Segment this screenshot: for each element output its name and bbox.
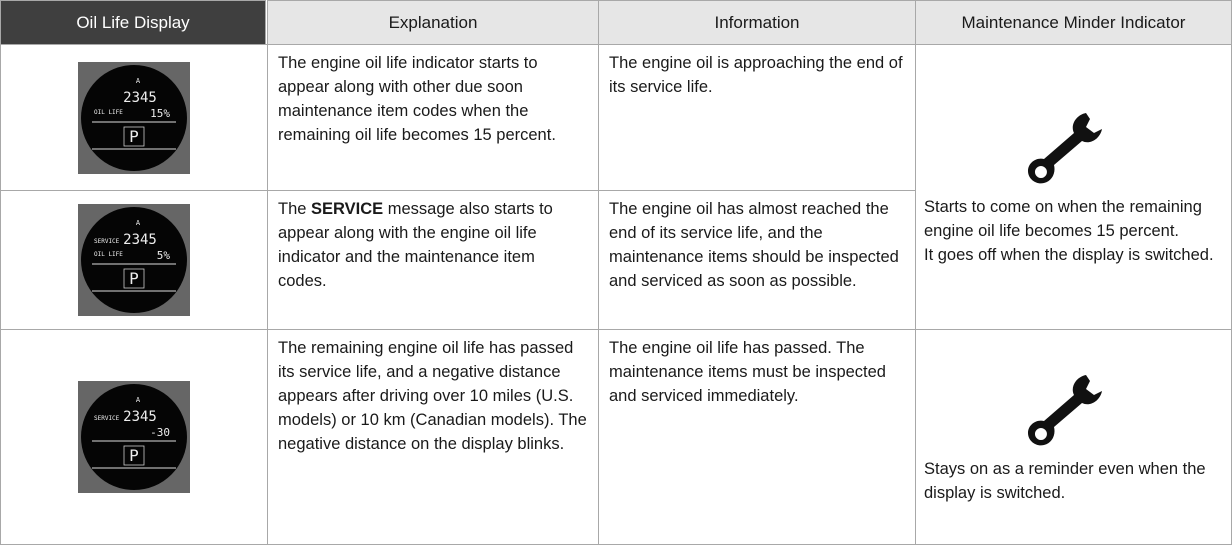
gear-box	[123, 445, 145, 466]
explanation-cell: The remaining engine oil life has passed…	[267, 329, 599, 545]
explanation-text: The engine oil life indicator starts to …	[278, 54, 556, 144]
indicator-cell: Stays on as a reminder even when the dis…	[915, 329, 1232, 545]
display-reading: -30	[150, 426, 170, 439]
explanation-cell: The engine oil life indicator starts to …	[267, 44, 599, 191]
indicator-cell: Starts to come on when the remaining eng…	[915, 44, 1232, 330]
display-indicator: A	[136, 77, 141, 85]
wrench-icon	[1028, 113, 1102, 184]
indicator-text: Stays on as a reminder even when the dis…	[924, 460, 1206, 502]
oil-life-display: A SERVICE 2345-30 P	[78, 381, 190, 493]
display-label: OIL LIFE	[94, 109, 123, 116]
wrench-icon	[1028, 375, 1102, 446]
information-cell: The engine oil has almost reached the en…	[598, 190, 916, 330]
information-cell: The engine oil is approaching the end of…	[598, 44, 916, 191]
display-odometer: 2345	[123, 90, 157, 106]
display-cell: A 2345 OIL LIFE 15% P	[0, 44, 268, 191]
header-cell: Information	[598, 0, 916, 45]
header-cell: Explanation	[267, 0, 599, 45]
display-reading: 5%	[157, 249, 171, 262]
display-dial	[81, 64, 187, 171]
indicator-text: Starts to come on when the remaining eng…	[924, 198, 1202, 240]
display-label: OIL LIFE	[94, 251, 123, 258]
display-indicator: A	[136, 219, 141, 227]
gear-box	[123, 268, 145, 289]
display-gear: P	[129, 127, 139, 146]
display-gear: P	[129, 446, 139, 465]
gear-box	[123, 126, 145, 146]
explanation-text: The remaining engine oil life has passed…	[278, 339, 587, 453]
display-odometer: 2345	[123, 409, 157, 425]
display-service: SERVICE	[94, 415, 120, 422]
header-cell: Oil Life Display	[0, 0, 266, 45]
explanation-text: SERVICE	[311, 200, 384, 218]
wrench-shape	[1028, 113, 1102, 184]
indicator-text: It goes off when the display is switched…	[924, 246, 1214, 264]
display-gear: P	[129, 269, 139, 288]
display-cell: A SERVICE 2345 -30 P	[0, 329, 268, 545]
display-service: SERVICE	[94, 238, 120, 245]
explanation-cell: The SERVICE message also starts to appea…	[267, 190, 599, 330]
explanation-text: The	[278, 200, 312, 218]
information-cell: The engine oil life has passed. The main…	[598, 329, 916, 545]
display-reading: 15%	[150, 107, 170, 120]
display-indicator: A	[136, 396, 141, 404]
display-odometer: 2345	[123, 232, 157, 248]
explanation-text: message also starts to appear along with…	[278, 200, 553, 290]
header-cell: Maintenance Minder Indicator	[915, 0, 1232, 45]
display-dial	[81, 384, 187, 490]
display-cell: A SERVICE 2345 OIL LIFE 5% P	[0, 190, 268, 330]
display-dial	[81, 207, 187, 313]
wrench-shape	[1028, 375, 1102, 446]
